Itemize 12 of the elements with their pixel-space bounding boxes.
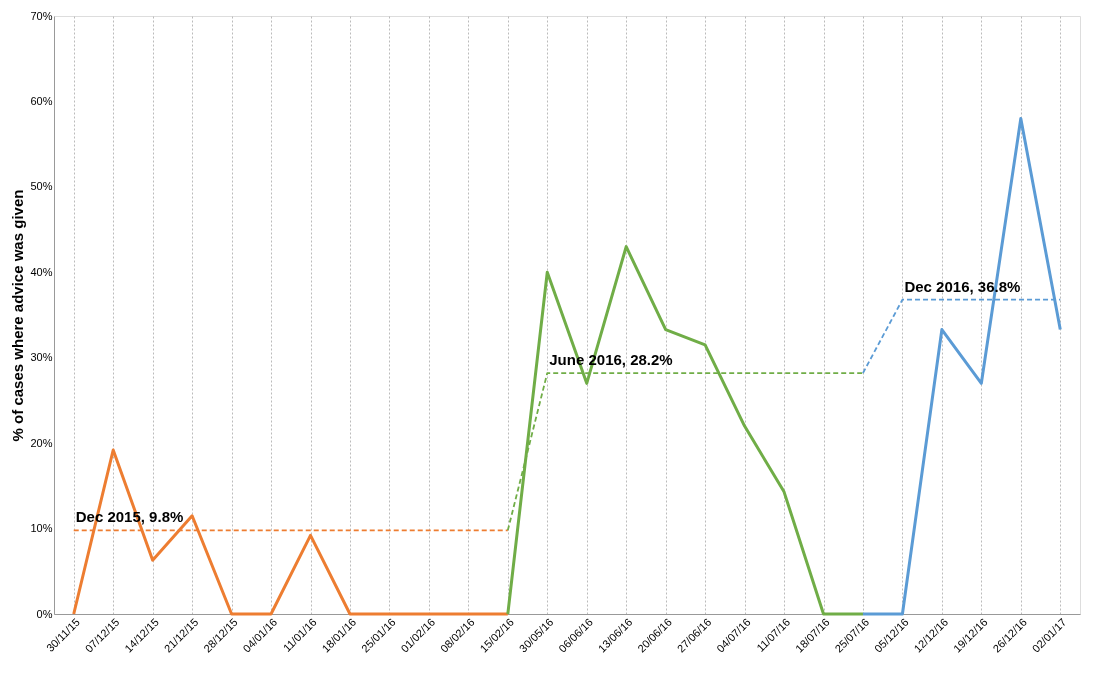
y-tick-label: 30% xyxy=(30,351,53,364)
line-series xyxy=(506,245,865,616)
y-tick-label: 40% xyxy=(30,265,53,278)
y-tick-label: 10% xyxy=(30,522,53,535)
y-axis-title: % of cases where advice was given xyxy=(9,189,27,442)
y-tick-label: 60% xyxy=(30,94,53,107)
y-tick-label: 0% xyxy=(36,607,53,620)
line-series xyxy=(72,448,510,616)
line-series xyxy=(861,117,1062,616)
y-tick-label: 50% xyxy=(30,180,53,193)
y-tick-label: 20% xyxy=(30,436,53,449)
y-tick-label: 70% xyxy=(30,9,53,22)
